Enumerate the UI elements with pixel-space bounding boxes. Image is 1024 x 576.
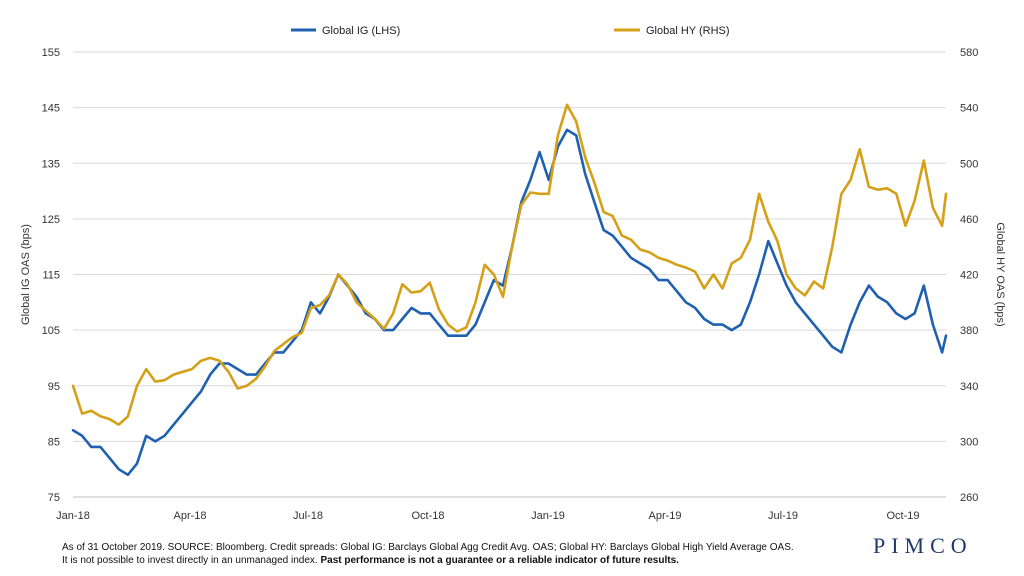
x-tick-label: Jan-18 <box>56 510 90 522</box>
line-chart: 75 85 95 105 115 125 135 145 155 260 300 340 380 420 4… <box>20 25 1006 522</box>
y-right-tick-label: 460 <box>960 214 978 226</box>
y-right-tick-label: 580 <box>960 47 978 59</box>
footnote-line-2: It is not possible to invest directly in… <box>62 554 794 567</box>
y-left-tick-label: 85 <box>48 436 60 448</box>
y-left-tick-label: 125 <box>42 214 60 226</box>
y-left-tick-label: 95 <box>48 381 60 393</box>
y-right-tick-label: 340 <box>960 381 978 393</box>
legend-label: Global HY (RHS) <box>646 25 730 37</box>
legend-label: Global IG (LHS) <box>322 25 400 37</box>
series-line-global-ig <box>71 128 948 477</box>
y-right-tick-label: 260 <box>960 492 978 504</box>
y-right-axis-title: Global HY OAS (bps) <box>994 222 1006 326</box>
footnote: As of 31 October 2019. SOURCE: Bloomberg… <box>62 541 794 567</box>
series-line-global-hy <box>71 103 948 427</box>
pimco-logo: PIMCO <box>873 533 973 558</box>
footnote-line-1: As of 31 October 2019. SOURCE: Bloomberg… <box>62 542 794 553</box>
x-tick-label: Jul-18 <box>293 510 323 522</box>
y-left-axis-title: Global IG OAS (bps) <box>20 224 32 325</box>
y-right-tick-label: 420 <box>960 270 978 282</box>
x-tick-label: Apr-19 <box>648 510 681 522</box>
y-left-tick-label: 155 <box>42 47 60 59</box>
y-right-tick-label: 300 <box>960 436 978 448</box>
y-left-tick-label: 145 <box>42 103 60 115</box>
x-tick-label: Oct-19 <box>886 510 919 522</box>
x-tick-label: Jan-19 <box>531 510 565 522</box>
y-left-tick-label: 115 <box>42 270 60 282</box>
y-left-tick-label: 75 <box>48 492 60 504</box>
x-tick-label: Jul-19 <box>768 510 798 522</box>
x-tick-label: Oct-18 <box>411 510 444 522</box>
y-left-tick-label: 135 <box>42 158 60 170</box>
x-tick-label: Apr-18 <box>173 510 206 522</box>
y-right-tick-label: 500 <box>960 158 978 170</box>
y-right-tick-label: 380 <box>960 325 978 337</box>
y-left-tick-label: 105 <box>42 325 60 337</box>
footnote-disclaimer: It is not possible to invest directly in… <box>62 555 321 566</box>
footnote-performance-warning: Past performance is not a guarantee or a… <box>320 555 679 566</box>
y-right-tick-label: 540 <box>960 103 978 115</box>
